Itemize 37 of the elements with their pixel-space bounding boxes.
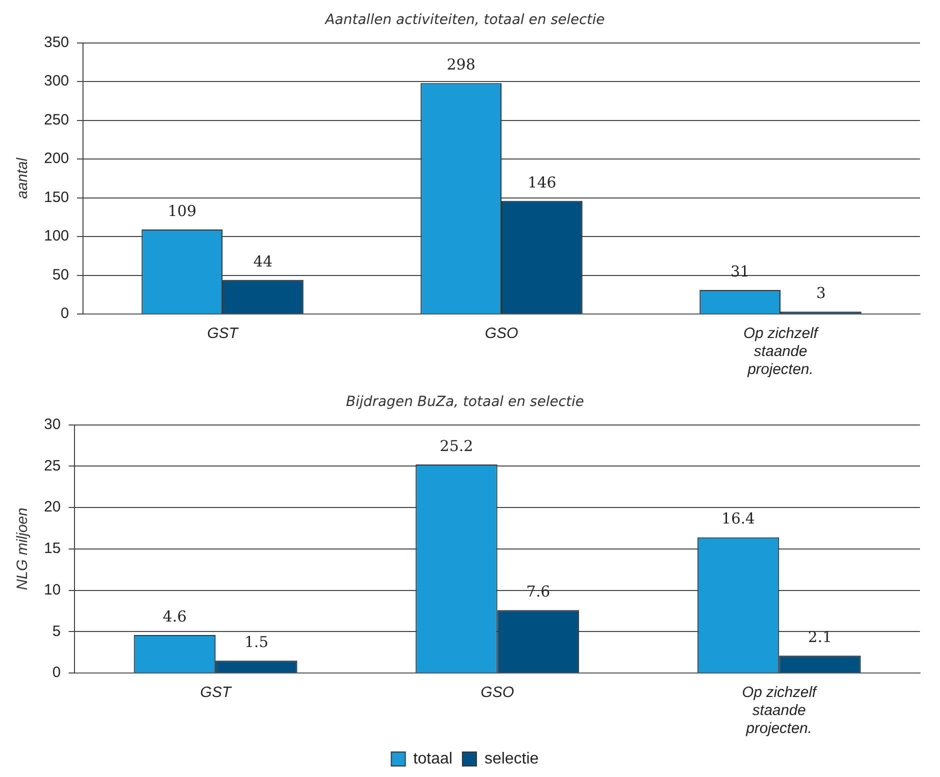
y-tick-label: 0 xyxy=(60,305,70,322)
y-tick-label: 100 xyxy=(44,228,70,245)
data-label: 4.6 xyxy=(162,607,187,626)
chart-title: Bijdragen BuZa, totaal en selectie xyxy=(346,394,584,410)
x-tick-label: GST xyxy=(200,684,233,702)
x-tick-label: GSO xyxy=(480,684,514,702)
x-tick-label: GST xyxy=(207,325,240,342)
y-tick-label: 0 xyxy=(52,664,61,682)
legend-label: totaal xyxy=(413,750,452,768)
y-tick-label: 250 xyxy=(44,111,70,128)
y-tick-label: 5 xyxy=(52,622,61,640)
y-tick-label: 350 xyxy=(44,34,70,51)
x-tick-label: Op zichzelf staande projecten. xyxy=(742,684,818,738)
y-tick-label: 10 xyxy=(44,581,61,598)
y-tick-label: 50 xyxy=(52,266,70,284)
y-tick-label: 15 xyxy=(44,540,61,558)
y-tick-label: 30 xyxy=(44,416,61,433)
data-label: 25.2 xyxy=(440,436,474,455)
y-tick-label: 200 xyxy=(44,150,70,168)
data-label: 44 xyxy=(253,252,273,270)
data-label: 1.5 xyxy=(244,632,268,651)
data-label: 2.1 xyxy=(808,628,832,646)
x-tick-label: GSO xyxy=(484,325,519,342)
y-axis-title: NLG miljoen xyxy=(14,508,32,590)
x-tick-label: Op zichzelf staande projecten. xyxy=(743,325,820,378)
y-tick-label: 20 xyxy=(44,498,61,516)
chart-title: Aantallen activiteiten, totaal en selectie xyxy=(324,12,605,28)
data-label: 16.4 xyxy=(722,510,755,528)
data-label: 146 xyxy=(528,173,556,192)
data-label: 298 xyxy=(446,55,476,74)
y-tick-label: 300 xyxy=(44,72,70,90)
y-tick-label: 150 xyxy=(44,188,70,206)
data-label: 3 xyxy=(816,284,826,302)
y-tick-label: 25 xyxy=(44,457,61,474)
data-label: 109 xyxy=(168,202,196,220)
legend-label: selectie xyxy=(484,750,539,768)
y-axis-title: aantal xyxy=(14,157,32,199)
